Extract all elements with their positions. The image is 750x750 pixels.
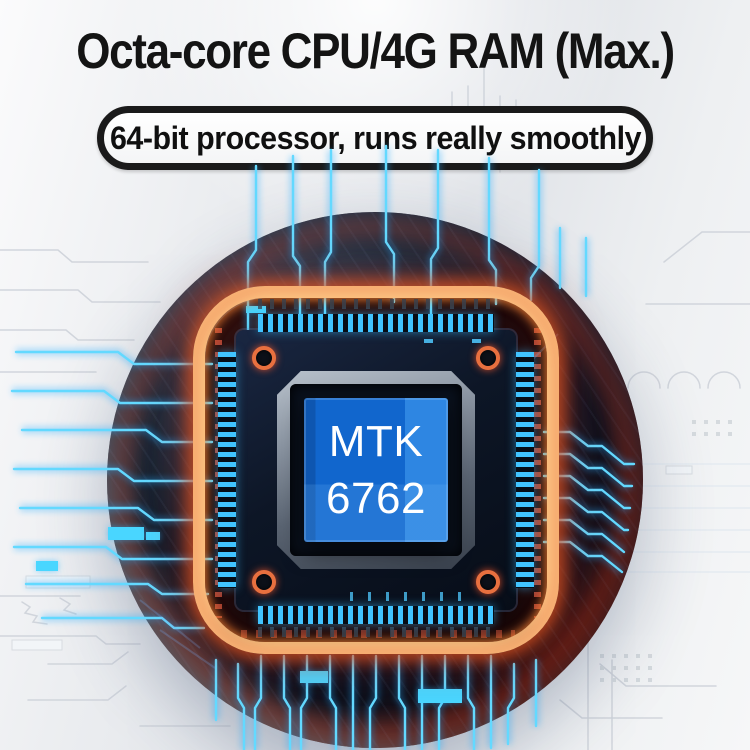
subtitle-text: 64-bit processor, runs really smoothly	[109, 119, 641, 156]
subtitle-pill: 64-bit processor, runs really smoothly	[97, 106, 653, 170]
pin-row-top	[258, 314, 494, 332]
screw-icon	[476, 570, 500, 594]
chip-label: MTK 6762	[304, 398, 448, 542]
glow-ring	[193, 286, 559, 654]
pin-stems-bottom	[258, 627, 494, 637]
chip-brand: MTK	[328, 416, 424, 466]
dot-grid	[600, 420, 732, 682]
pin-row-bottom	[258, 606, 494, 624]
screw-icon	[252, 346, 276, 370]
screw-icon	[476, 346, 500, 370]
screw-icon	[252, 570, 276, 594]
pin-row-left	[218, 352, 236, 588]
headline: Octa-core CPU/4G RAM (Max.)	[76, 23, 675, 79]
chip-top-marks	[424, 339, 510, 343]
chip-bottom-marks	[350, 592, 470, 601]
pin-stems-top	[258, 299, 494, 309]
pin-row-right	[516, 352, 534, 588]
chip-model: 6762	[326, 474, 426, 523]
